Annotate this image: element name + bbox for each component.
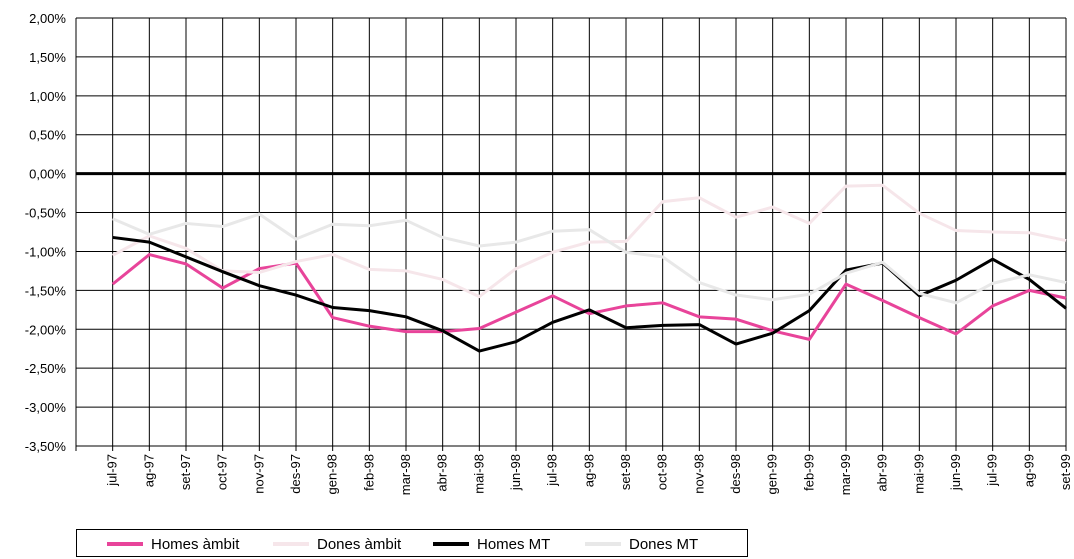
y-tick-label: 0,00% [29,167,66,182]
x-tick-label: feb-99 [801,454,816,491]
y-tick-label: -1,00% [25,244,67,259]
y-tick-label: 1,50% [29,50,66,65]
x-tick-label: set-98 [618,454,633,490]
x-tick-label: abr-99 [875,454,890,492]
x-tick-label: nov-97 [251,454,266,494]
legend-label: Homes MT [477,535,551,553]
x-tick-label: abr-98 [435,454,450,492]
x-tick-label: ag-99 [1021,454,1036,487]
x-tick-label: des-98 [728,454,743,494]
x-tick-label: mar-99 [838,454,853,495]
y-tick-label: 0,50% [29,128,66,143]
grid [75,17,1067,451]
legend-label: Homes àmbit [151,535,240,553]
x-tick-label: nov-98 [691,454,706,494]
series-layer [111,183,1067,353]
x-tick-label: jul-99 [985,454,1000,487]
x-tick-label: jul-98 [545,454,560,487]
line-chart: 2,00% 1,50% 1,00% 0,50% 0,00% -0,50% -1,00% -1,… [25,11,1073,495]
x-tick-label: mar-98 [398,454,413,495]
legend-swatch-homes-ambit [107,542,143,546]
legend-item-homes-ambit: Homes àmbit [107,534,239,554]
x-tick-label: set-97 [178,454,193,490]
legend-label: Dones àmbit [317,535,402,553]
legend: Homes àmbit Dones àmbit Homes MT Dones M… [76,529,748,557]
legend-label: Dones MT [629,535,699,553]
x-tick-label: jun-98 [508,454,523,491]
series-line-dones-mt [112,212,1067,305]
legend-swatch-homes-mt [433,542,469,546]
x-tick-label: mai-99 [911,454,926,494]
x-tick-label: oct-98 [655,454,670,490]
x-tick-label: gen-98 [325,454,340,494]
x-tick-label: feb-98 [361,454,376,491]
x-tick-label: ag-97 [141,454,156,487]
x-tick-label: ag-98 [581,454,596,487]
y-tick-label: -3,00% [25,400,67,415]
x-tick-label: des-97 [288,454,303,494]
legend-swatch-dones-mt [585,542,621,546]
x-tick-label: mai-98 [471,454,486,494]
y-axis-ticks: 2,00% 1,50% 1,00% 0,50% 0,00% -0,50% -1,00% -1,… [25,11,67,454]
x-tick-label: gen-99 [765,454,780,494]
y-tick-label: -0,50% [25,206,67,221]
legend-item-homes-mt: Homes MT [433,534,550,554]
y-tick-label: -3,50% [25,439,67,454]
legend-swatch-dones-ambit [273,542,309,546]
x-tick-label: set-99 [1058,454,1073,490]
y-tick-label: -2,50% [25,361,67,376]
y-tick-label: -2,00% [25,322,67,337]
y-tick-label: 1,00% [29,89,66,104]
x-tick-label: oct-97 [215,454,230,490]
series-line-dones-ambit [111,183,1067,299]
x-axis-ticks: jul-97 ag-97 set-97 oct-97 nov-97 des-97 gen-9… [105,454,1073,495]
legend-item-dones-ambit: Dones àmbit [273,534,401,554]
x-tick-label: jul-97 [105,454,120,487]
legend-item-dones-mt: Dones MT [585,534,698,554]
series-line-homes-ambit [111,253,1067,341]
y-tick-label: -1,50% [25,283,67,298]
y-tick-label: 2,00% [29,11,66,26]
x-tick-label: jun-99 [948,454,963,491]
